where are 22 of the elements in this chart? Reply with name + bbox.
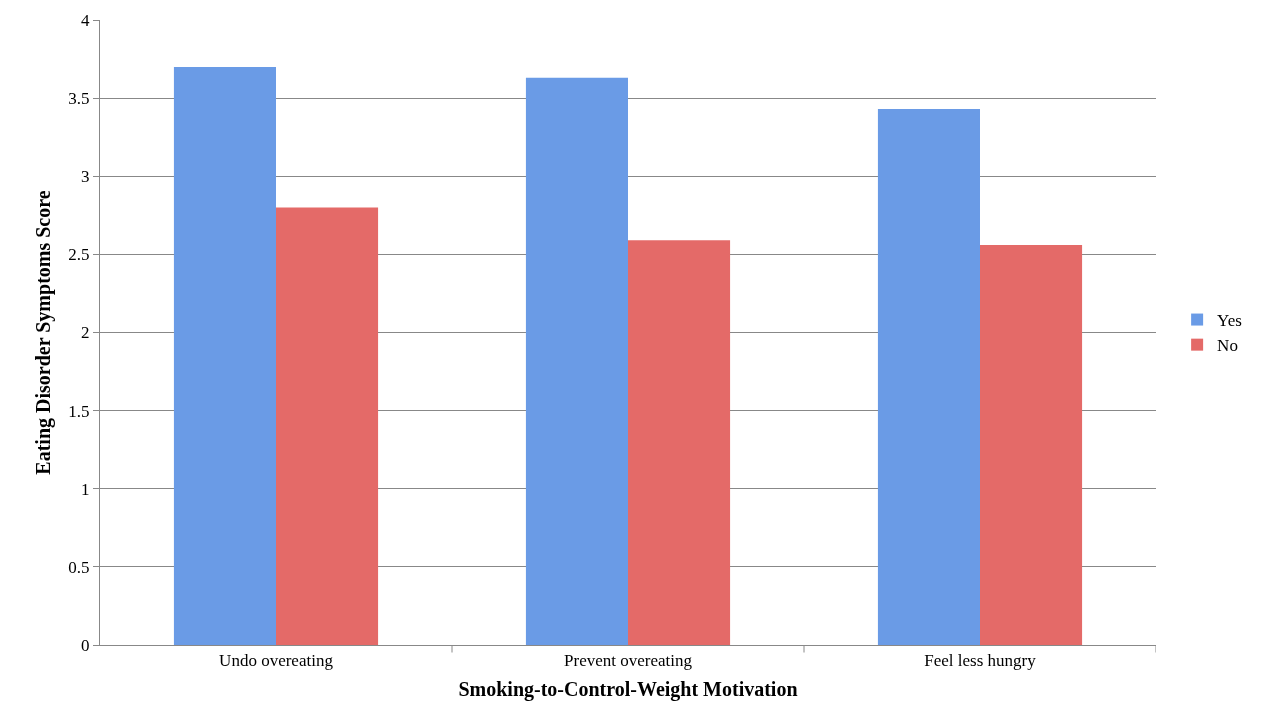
bar	[525, 77, 628, 645]
bar	[980, 245, 1083, 645]
y-tick-label: 0	[81, 635, 90, 655]
legend-label: No	[1217, 336, 1238, 356]
y-axis-title: Eating Disorder Symptoms Score	[32, 190, 55, 475]
bar	[173, 66, 276, 645]
x-tick-label: Undo overeating	[219, 651, 334, 671]
y-tick-label: 3.5	[68, 89, 90, 109]
legend-label: Yes	[1217, 311, 1242, 331]
y-tick-label: 1.5	[68, 401, 90, 421]
bar	[276, 207, 379, 645]
x-axis-title: Smoking-to-Control-Weight Motivation	[458, 677, 798, 701]
y-tick-label: 1	[81, 479, 90, 499]
y-tick-label: 3	[81, 167, 90, 187]
y-tick-label: 2.5	[68, 245, 90, 265]
x-tick-label: Feel less hungry	[924, 651, 1037, 671]
y-tick-label: 2	[81, 323, 90, 343]
bar	[877, 109, 980, 645]
x-tick-label: Prevent overeating	[564, 651, 693, 671]
y-tick-label: 4	[81, 10, 91, 30]
bar	[628, 240, 731, 645]
y-tick-label: 0.5	[68, 557, 90, 577]
